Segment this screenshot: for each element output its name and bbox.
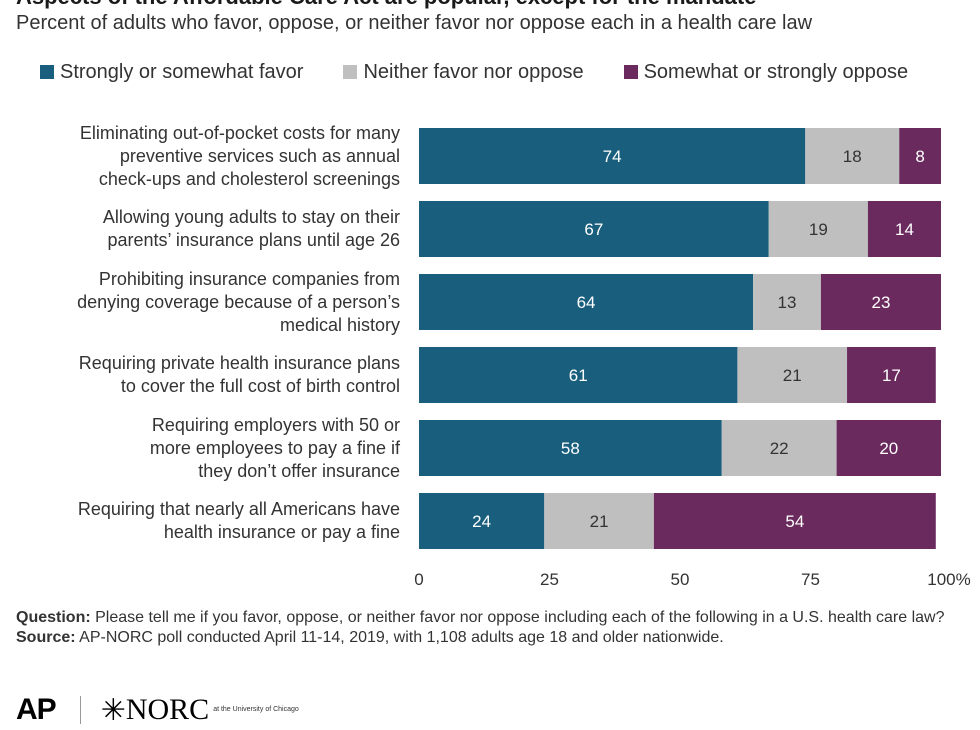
legend-swatch-oppose	[623, 65, 638, 79]
bar-segment-favor	[419, 201, 769, 257]
source-label: Source:	[16, 629, 76, 646]
category-label: Allowing young adults to stay on their pa…	[10, 206, 400, 252]
bar-segment-oppose	[836, 420, 941, 476]
norc-logo: ✳ NORC at the University of Chicago	[101, 693, 299, 728]
chart-footer: Question: Please tell me if you favor, o…	[16, 608, 966, 648]
x-tick-label: 100%	[927, 570, 970, 589]
source-text: AP-NORC poll conducted April 11-14, 2019…	[75, 629, 724, 646]
data-label-favor: 74	[603, 147, 622, 166]
x-tick-label: 0	[414, 570, 423, 589]
category-label-line: denying coverage because of a person’s	[77, 291, 400, 312]
data-label-neither: 13	[778, 293, 797, 312]
logo-divider	[79, 696, 81, 724]
category-label-line: Requiring employers with 50 or	[151, 414, 400, 435]
category-label-line: medical history	[279, 314, 400, 335]
category-label-line: Allowing young adults to stay on their	[102, 207, 400, 227]
bar-segment-oppose	[847, 347, 936, 403]
bar-segment-oppose	[899, 128, 941, 184]
data-label-neither: 22	[770, 439, 789, 458]
bar-segment-neither	[721, 420, 837, 476]
x-tick-label: 75	[801, 570, 820, 589]
bar-segment-favor	[419, 420, 722, 476]
bar-segment-oppose	[820, 274, 941, 330]
legend-item-favor: Strongly or somewhat favor	[40, 61, 303, 84]
chart-subtitle: Percent of adults who favor, oppose, or …	[16, 12, 813, 34]
chart-legend: Strongly or somewhat favor Neither favor…	[40, 60, 908, 84]
bar-segment-oppose	[867, 201, 941, 257]
ap-logo: AP	[16, 693, 57, 726]
legend-swatch-favor	[40, 65, 54, 79]
chart-plot-area: 74 18 8 67 19 14 64 13 23 61 21 17 58 22 20 24 21 54 0 25 50…	[414, 128, 971, 589]
category-label-line: Requiring private health insurance plans	[78, 353, 400, 373]
data-label-favor: 58	[561, 439, 580, 458]
legend-swatch-neither	[343, 65, 358, 79]
bar-segment-favor	[419, 274, 754, 330]
bar-segment-neither	[768, 201, 868, 257]
chart-title: Aspects of the Affordable Care Act are p…	[16, 0, 756, 10]
logos: AP ✳ NORC at the University of Chicago	[16, 690, 299, 730]
question-label: Question:	[16, 609, 91, 626]
category-label: Prohibiting insurance companies from deny…	[10, 268, 400, 337]
norc-affiliation: at the University of Chicago	[213, 706, 299, 713]
data-label-oppose: 8	[915, 147, 924, 166]
category-label-line: parents’ insurance plans until age 26	[107, 230, 400, 250]
data-label-oppose: 23	[872, 293, 891, 312]
category-label-line: to cover the full cost of birth control	[120, 376, 400, 396]
category-label-line: health insurance or pay a fine	[163, 522, 400, 542]
data-label-favor: 64	[577, 293, 596, 312]
category-label: Requiring private health insurance plans…	[10, 352, 400, 398]
category-label-line: they don’t offer insurance	[198, 460, 400, 481]
category-label: Requiring that nearly all Americans have…	[10, 498, 400, 544]
category-label-line: check-ups and cholesterol screenings	[98, 168, 400, 189]
x-tick-label: 25	[540, 570, 559, 589]
bar-segment-neither	[805, 128, 900, 184]
x-tick-label: 50	[671, 570, 690, 589]
data-label-favor: 67	[584, 220, 603, 239]
bar-segment-neither	[753, 274, 821, 330]
data-label-favor: 61	[569, 366, 588, 385]
legend-item-oppose: Somewhat or strongly oppose	[623, 60, 909, 84]
legend-item-neither: Neither favor nor oppose	[343, 60, 584, 84]
source-note: Source: AP-NORC poll conducted April 11-…	[16, 628, 966, 648]
question-note: Question: Please tell me if you favor, o…	[16, 608, 966, 628]
question-text: Please tell me if you favor, oppose, or …	[90, 609, 945, 626]
legend-label-oppose: Somewhat or strongly oppose	[643, 60, 909, 83]
bar-segment-favor	[419, 347, 738, 403]
category-label-line: more employees to pay a fine if	[149, 437, 400, 458]
norc-star-icon: ✳	[100, 693, 126, 727]
data-label-oppose: 14	[895, 220, 914, 239]
category-label-line: preventive services such as annual	[119, 145, 400, 166]
bar-segment-neither	[737, 347, 848, 403]
legend-label-favor: Strongly or somewhat favor	[60, 60, 304, 83]
bar-segment-favor	[419, 493, 545, 549]
category-label: Eliminating out-of-pocket costs for many…	[10, 122, 400, 191]
data-label-neither: 18	[843, 147, 862, 166]
category-label-line: Requiring that nearly all Americans have	[77, 499, 400, 519]
legend-label-neither: Neither favor nor oppose	[363, 60, 584, 83]
stacked-bar-chart: 74 18 8 67 19 14 64 13 23 61 21 17 58 22 20 24 21 54 0 25 50…	[0, 110, 980, 600]
category-label: Requiring employers with 50 or more emplo…	[10, 414, 400, 483]
bar-segment-oppose	[653, 493, 936, 549]
category-label-line: Prohibiting insurance companies from	[98, 268, 400, 289]
data-label-oppose: 54	[785, 512, 804, 531]
category-label-line: Eliminating out-of-pocket costs for many	[79, 122, 400, 143]
data-label-oppose: 17	[882, 366, 901, 385]
data-label-neither: 21	[590, 512, 609, 531]
data-label-neither: 19	[809, 220, 828, 239]
data-label-neither: 21	[783, 366, 802, 385]
bar-segment-neither	[544, 493, 654, 549]
data-label-favor: 24	[472, 512, 491, 531]
bar-segment-favor	[419, 128, 806, 184]
norc-wordmark: NORC	[125, 693, 210, 726]
data-label-oppose: 20	[879, 439, 898, 458]
